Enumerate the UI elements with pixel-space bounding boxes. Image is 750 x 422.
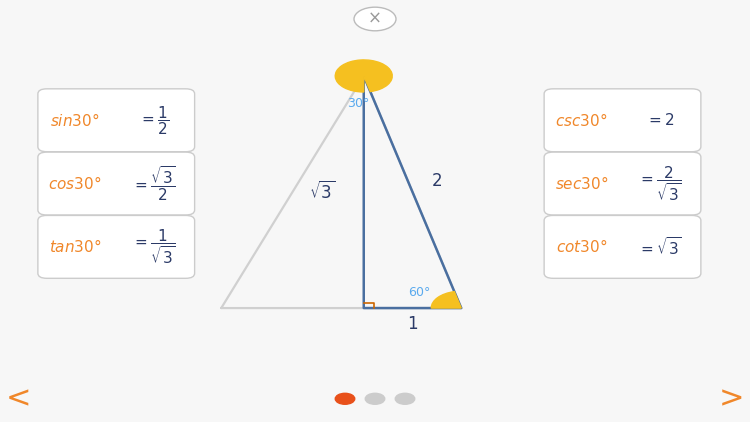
Text: $= \dfrac{1}{\sqrt{3}}$: $= \dfrac{1}{\sqrt{3}}$ xyxy=(132,227,176,266)
Text: $= \dfrac{2}{\sqrt{3}}$: $= \dfrac{2}{\sqrt{3}}$ xyxy=(638,164,682,203)
Circle shape xyxy=(365,393,385,404)
Circle shape xyxy=(335,393,355,404)
Text: >: > xyxy=(718,384,744,413)
Circle shape xyxy=(395,393,415,404)
Text: $\it{sin30}°$: $\it{sin30}°$ xyxy=(50,112,100,129)
Text: $\it{csc30}°$: $\it{csc30}°$ xyxy=(555,112,608,129)
FancyBboxPatch shape xyxy=(38,89,195,151)
Text: $\sqrt{3}$: $\sqrt{3}$ xyxy=(309,181,336,203)
Text: $\it{cot30}°$: $\it{cot30}°$ xyxy=(556,238,607,255)
Text: ×: × xyxy=(368,10,382,28)
Text: $1$: $1$ xyxy=(407,315,418,333)
Text: $\it{cos30}°$: $\it{cos30}°$ xyxy=(48,175,102,192)
Wedge shape xyxy=(335,60,392,92)
FancyBboxPatch shape xyxy=(544,216,700,279)
Wedge shape xyxy=(431,292,461,308)
Text: $= \dfrac{1}{2}$: $= \dfrac{1}{2}$ xyxy=(139,104,169,137)
Text: $\it{tan30}°$: $\it{tan30}°$ xyxy=(49,238,101,255)
Text: $60°$: $60°$ xyxy=(409,286,431,298)
Circle shape xyxy=(354,7,396,31)
FancyBboxPatch shape xyxy=(544,89,700,151)
Text: $= \dfrac{\sqrt{3}}{2}$: $= \dfrac{\sqrt{3}}{2}$ xyxy=(132,164,176,203)
Text: <: < xyxy=(6,384,32,413)
Text: $= \sqrt{3}$: $= \sqrt{3}$ xyxy=(638,236,682,258)
FancyBboxPatch shape xyxy=(38,216,195,279)
Text: $\it{sec30}°$: $\it{sec30}°$ xyxy=(554,175,608,192)
FancyBboxPatch shape xyxy=(544,152,700,215)
Text: $=  2$: $= 2$ xyxy=(646,112,674,128)
Text: $30°$: $30°$ xyxy=(347,97,370,110)
FancyBboxPatch shape xyxy=(38,152,195,215)
Text: $2$: $2$ xyxy=(431,173,442,190)
